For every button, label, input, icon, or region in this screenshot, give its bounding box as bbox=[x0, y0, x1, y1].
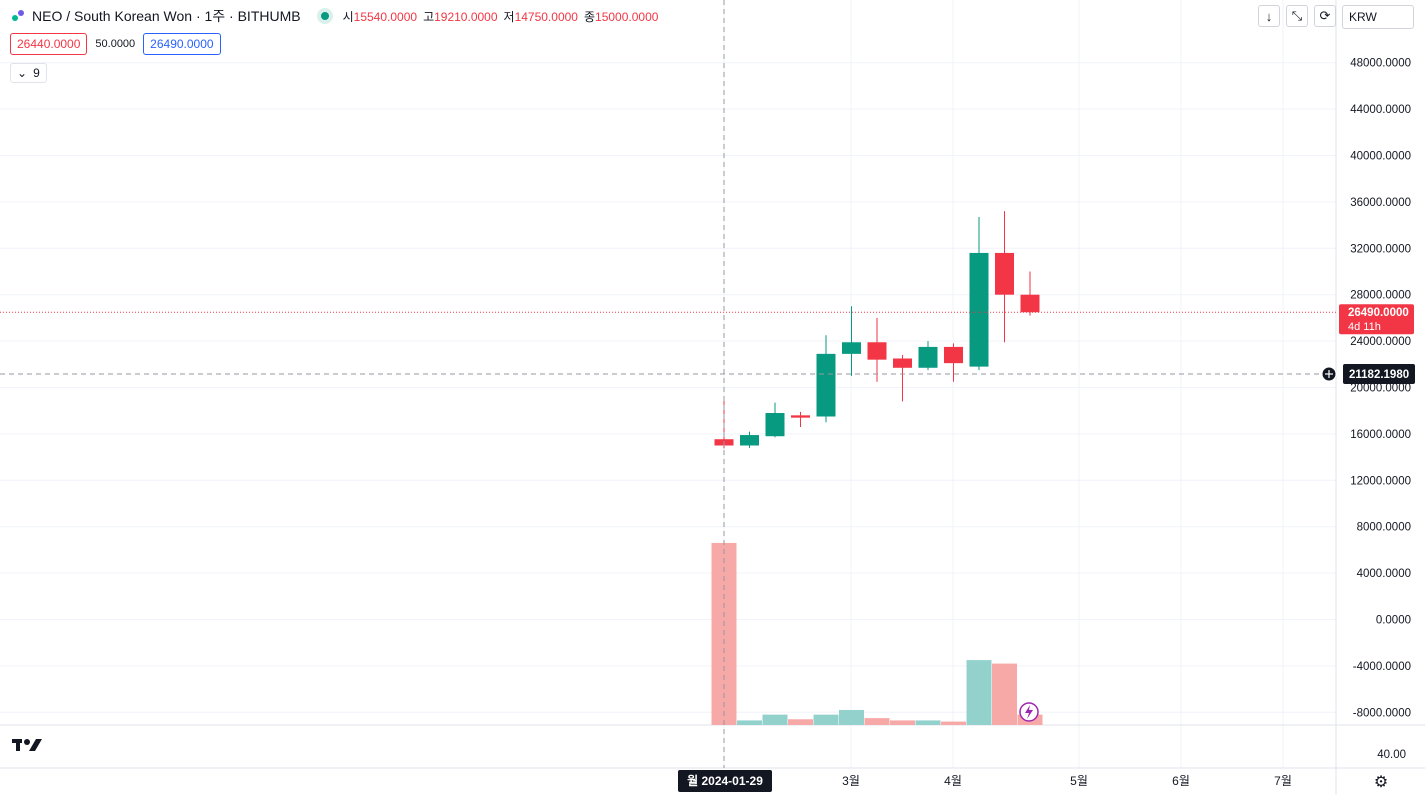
price-tick-label: 20000.0000 bbox=[1350, 383, 1411, 395]
volume-bar bbox=[992, 663, 1017, 725]
time-tick-label: 5월 bbox=[1070, 774, 1088, 788]
ohlc-low-value: 14750.0000 bbox=[514, 9, 578, 24]
refresh-icon[interactable]: ⟳ bbox=[1314, 5, 1336, 27]
volume-bar bbox=[864, 718, 890, 725]
buy-price-button[interactable]: 26490.0000 bbox=[143, 33, 221, 55]
spread-value: 50.0000 bbox=[95, 38, 136, 50]
price-tick-label: 36000.0000 bbox=[1350, 197, 1411, 209]
price-tick-label: 4000.0000 bbox=[1357, 568, 1411, 580]
candle-body bbox=[893, 358, 912, 368]
crosshair-time-tag bbox=[678, 770, 772, 792]
time-tick-label: 6월 bbox=[1172, 774, 1190, 788]
candle-body bbox=[1020, 294, 1040, 313]
volume-bar bbox=[915, 720, 941, 725]
indicators-count: 9 bbox=[33, 66, 40, 80]
volume-bar bbox=[737, 720, 762, 725]
price-tick-label: 24000.0000 bbox=[1350, 336, 1411, 348]
volume-bar bbox=[941, 721, 966, 725]
candle-body bbox=[918, 346, 938, 368]
volume-bar bbox=[966, 660, 992, 725]
price-tick-label: 44000.0000 bbox=[1350, 104, 1411, 116]
time-tick-label: 3월 bbox=[842, 774, 860, 788]
tradingview-logo-icon bbox=[12, 736, 44, 759]
price-tick-label: 40000.0000 bbox=[1350, 151, 1411, 163]
candle-body bbox=[944, 346, 963, 364]
symbol-title[interactable]: NEO / South Korean Won · 1주 · BITHUMB bbox=[32, 8, 301, 24]
volume-bar bbox=[762, 714, 788, 725]
currency-select[interactable]: KRW bbox=[1342, 5, 1414, 29]
last-price-label: 26490.0000 bbox=[1348, 307, 1409, 319]
volume-bar bbox=[813, 714, 839, 725]
price-tick-label: 28000.0000 bbox=[1350, 290, 1411, 302]
candle-body bbox=[791, 415, 810, 418]
price-tick-label: 12000.0000 bbox=[1350, 475, 1411, 487]
candle-body bbox=[867, 342, 887, 360]
ohlc-high-label: 고 bbox=[423, 9, 435, 24]
quote-panel: 26440.0000 50.0000 26490.0000 bbox=[10, 33, 221, 55]
price-tick-label: 0.0000 bbox=[1376, 615, 1411, 627]
volume-bar bbox=[788, 719, 813, 725]
candle-body bbox=[969, 252, 989, 367]
price-tick-label: 8000.0000 bbox=[1357, 522, 1411, 534]
time-tick-label: 7월 bbox=[1274, 774, 1292, 788]
last-price-countdown: 4d 11h bbox=[1348, 321, 1381, 333]
candle-body bbox=[842, 342, 861, 354]
price-tick-label: -8000.0000 bbox=[1353, 707, 1411, 719]
last-price-tag bbox=[1339, 304, 1414, 335]
price-tick-label: -4000.0000 bbox=[1353, 661, 1411, 673]
collapse-icon[interactable]: ⤡ bbox=[1286, 5, 1308, 27]
time-tick-label: 4월 bbox=[944, 774, 962, 788]
ohlc-close-value: 15000.0000 bbox=[595, 9, 659, 24]
ohlc-low-label: 저 bbox=[503, 9, 515, 24]
ohlc-close-label: 종 bbox=[583, 9, 596, 24]
ohlc-open-value: 15540.0000 bbox=[353, 9, 418, 24]
price-tick-label: 32000.0000 bbox=[1350, 243, 1411, 255]
ohlc-open-label: 시 bbox=[342, 9, 354, 24]
symbol-logo-icon bbox=[10, 8, 26, 24]
lower-pane-tick-label: 40.00 bbox=[1377, 749, 1406, 761]
sell-price-button[interactable]: 26440.0000 bbox=[10, 33, 88, 55]
market-open-icon bbox=[320, 12, 329, 20]
crosshair-price-tag bbox=[1343, 364, 1415, 384]
crosshair-price-label: 21182.1980 bbox=[1349, 369, 1409, 381]
arrow-down-icon[interactable]: ↓ bbox=[1258, 5, 1280, 27]
currency-label: KRW bbox=[1349, 10, 1377, 24]
lightning-glyph bbox=[1025, 705, 1033, 719]
chart-header: NEO / South Korean Won · 1주 · BITHUMB 시1… bbox=[10, 6, 658, 26]
ohlc-high-value: 19210.0000 bbox=[434, 9, 498, 24]
candle-body bbox=[765, 413, 785, 437]
indicators-toggle-button[interactable]: ⌄ 9 bbox=[10, 63, 47, 83]
candle-body bbox=[740, 435, 759, 446]
candle-body bbox=[995, 252, 1014, 295]
settings-gear-icon[interactable]: ⚙ bbox=[1373, 774, 1389, 791]
chevron-down-icon: ⌄ bbox=[17, 66, 28, 80]
ohlc-values: 시15540.0000 고19210.0000 저14750.0000 종150… bbox=[343, 8, 659, 25]
crosshair-time-label: 월 2024-01-29 bbox=[687, 773, 763, 788]
volume-bar bbox=[890, 720, 915, 725]
price-tick-label: 48000.0000 bbox=[1350, 58, 1411, 70]
price-tick-label: 16000.0000 bbox=[1350, 429, 1411, 441]
candle-body bbox=[816, 353, 836, 417]
volume-bar bbox=[839, 709, 864, 725]
